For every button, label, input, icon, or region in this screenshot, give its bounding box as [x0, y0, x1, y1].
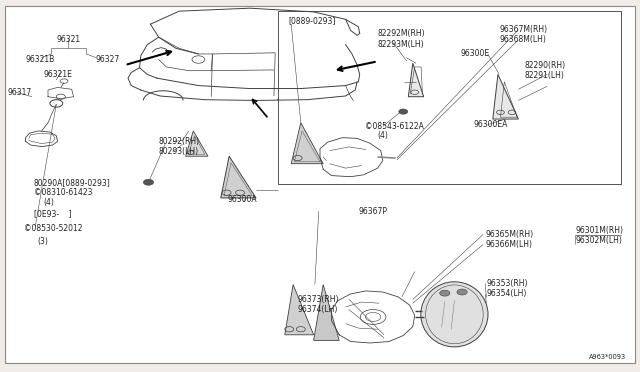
Text: ©08530-52012: ©08530-52012: [24, 224, 83, 233]
Text: 96354(LH): 96354(LH): [486, 289, 527, 298]
Text: (4): (4): [44, 198, 54, 207]
Text: 96321B: 96321B: [26, 55, 55, 64]
Text: 96374(LH): 96374(LH): [298, 305, 338, 314]
Text: 96300A: 96300A: [227, 195, 257, 203]
Text: 96373(RH): 96373(RH): [298, 295, 339, 304]
Text: 96302M(LH): 96302M(LH): [576, 236, 623, 245]
Text: A963*0093: A963*0093: [589, 354, 626, 360]
Text: 82290(RH): 82290(RH): [525, 61, 566, 70]
Text: 96321: 96321: [56, 35, 81, 44]
Text: 96327: 96327: [96, 55, 120, 64]
Text: 82293M(LH): 82293M(LH): [378, 40, 424, 49]
Text: ©08543-6122A: ©08543-6122A: [365, 122, 424, 131]
Circle shape: [143, 179, 154, 185]
Text: (3): (3): [37, 237, 48, 246]
Polygon shape: [493, 74, 518, 119]
Circle shape: [399, 109, 408, 114]
Polygon shape: [408, 63, 424, 97]
Polygon shape: [314, 285, 339, 340]
Circle shape: [440, 290, 450, 296]
Text: 96366M(LH): 96366M(LH): [485, 240, 532, 249]
Bar: [278, 11, 621, 184]
Text: 80290A[0889-0293]: 80290A[0889-0293]: [34, 178, 111, 187]
Polygon shape: [291, 123, 323, 164]
Text: 96365M(RH): 96365M(RH): [485, 230, 533, 239]
Text: [0E93-    ]: [0E93- ]: [34, 209, 72, 218]
Text: 80293(LH): 80293(LH): [159, 147, 199, 156]
Text: 82291(LH): 82291(LH): [525, 71, 564, 80]
Text: 96317: 96317: [8, 88, 32, 97]
Text: ©08310-61423: ©08310-61423: [34, 188, 92, 197]
Text: 96300EA: 96300EA: [474, 120, 508, 129]
Text: 96368M(LH): 96368M(LH): [499, 35, 546, 44]
Polygon shape: [221, 156, 256, 198]
Circle shape: [457, 289, 467, 295]
Text: 82292M(RH): 82292M(RH): [378, 29, 425, 38]
Polygon shape: [285, 285, 314, 335]
Text: 96300E: 96300E: [461, 49, 490, 58]
Text: 96353(RH): 96353(RH): [486, 279, 528, 288]
Text: (4): (4): [378, 131, 388, 140]
Text: 96301M(RH): 96301M(RH): [576, 226, 624, 235]
Text: 96367P: 96367P: [358, 207, 387, 216]
Text: 80292(RH): 80292(RH): [159, 137, 200, 146]
Text: 96367M(RH): 96367M(RH): [499, 25, 547, 34]
Polygon shape: [186, 131, 208, 156]
Ellipse shape: [421, 282, 488, 347]
Text: [0889-0293]: [0889-0293]: [288, 16, 335, 25]
Text: 96321E: 96321E: [44, 70, 72, 79]
